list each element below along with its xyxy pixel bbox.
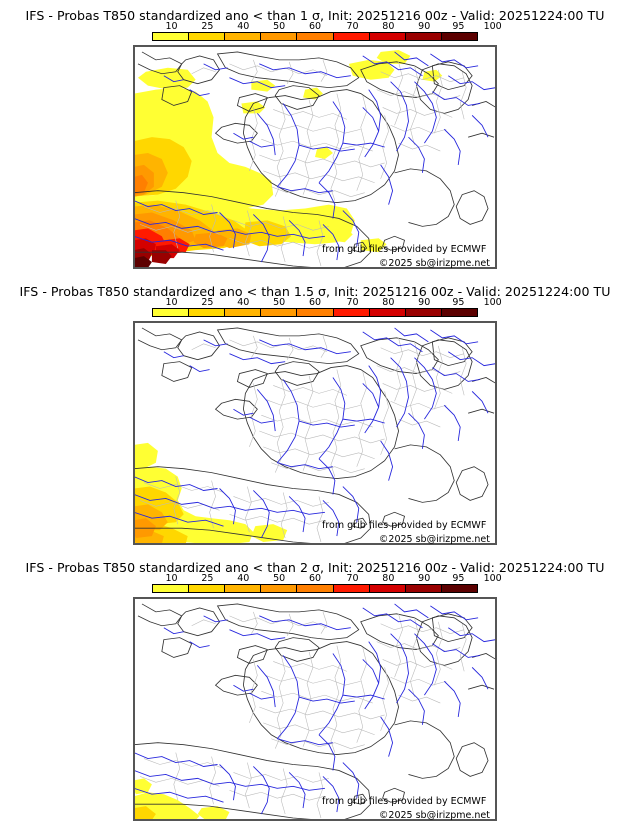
admin-boundaries [139,335,467,543]
map-frame-3[interactable]: from grib files provided by ECMWF ©2025 … [133,597,497,821]
cbar-tick-80: 80 [382,573,395,584]
colorbar-ticks-1: 10 25 40 50 60 70 80 90 95 100 [152,21,502,32]
cbar-tick-40: 40 [237,21,250,32]
cbar-band-10-25 [153,309,190,316]
cbar-tick-25: 25 [201,21,214,32]
cbar-tick-40: 40 [237,297,250,308]
panel-title-2: IFS - Probas T850 standardized ano < tha… [19,284,611,299]
cbar-tick-25: 25 [201,297,214,308]
cbar-band-95-100 [441,585,477,592]
cbar-tick-50: 50 [273,21,286,32]
rivers [134,51,496,263]
probability-shading-2 [134,442,288,544]
cbar-band-95-100 [441,33,477,40]
cbar-band-90-95 [405,33,442,40]
cbar-tick-10: 10 [165,21,178,32]
colorbar-2: 10 25 40 50 60 70 80 90 95 100 [152,297,502,317]
cbar-tick-80: 80 [382,21,395,32]
cbar-tick-70: 70 [346,573,359,584]
probability-panel-3: IFS - Probas T850 standardized ano < tha… [0,552,630,828]
cbar-tick-90: 90 [418,573,431,584]
cbar-band-90-95 [405,309,442,316]
probability-shading-1 [134,49,443,268]
cbar-band-10-25 [153,585,190,592]
cbar-tick-95: 95 [452,297,465,308]
cbar-band-80-90 [369,309,406,316]
rivers [134,603,496,815]
cbar-band-50-60 [261,33,298,40]
source-credit-1: from grib files provided by ECMWF [322,244,487,255]
colorbar-swatches-3 [152,584,478,593]
probability-panel-2: IFS - Probas T850 standardized ano < tha… [0,276,630,552]
cbar-tick-90: 90 [418,21,431,32]
cbar-tick-25: 25 [201,573,214,584]
cbar-band-90-95 [405,585,442,592]
cbar-band-60-70 [297,585,334,592]
cbar-tick-50: 50 [273,573,286,584]
cbar-tick-60: 60 [308,573,322,584]
cbar-tick-70: 70 [346,297,359,308]
cbar-tick-10: 10 [165,297,178,308]
map-frame-1[interactable]: from grib files provided by ECMWF ©2025 … [133,45,497,269]
probability-shading-3 [134,778,230,820]
cbar-tick-60: 60 [308,297,322,308]
cbar-band-95-100 [441,309,477,316]
cbar-tick-80: 80 [382,297,395,308]
rivers [134,327,496,539]
cbar-band-25-40 [189,585,226,592]
copyright-credit-2: ©2025 sb@irizpme.net [378,534,490,545]
colorbar-3: 10 25 40 50 60 70 80 90 95 100 [152,573,502,593]
cbar-tick-10: 10 [165,573,178,584]
panel-title-3: IFS - Probas T850 standardized ano < tha… [25,560,605,575]
map-frame-2[interactable]: from grib files provided by ECMWF ©2025 … [133,321,497,545]
colorbar-ticks-3: 10 25 40 50 60 70 80 90 95 100 [152,573,502,584]
panel-title-1: IFS - Probas T850 standardized ano < tha… [25,8,605,23]
colorbar-1: 10 25 40 50 60 70 80 90 95 100 [152,21,502,41]
cbar-band-60-70 [297,309,334,316]
cbar-band-40-50 [225,33,262,40]
copyright-credit-3: ©2025 sb@irizpme.net [378,810,490,821]
cbar-band-25-40 [189,309,226,316]
cbar-band-50-60 [261,309,298,316]
cbar-band-40-50 [225,585,262,592]
cbar-tick-100: 100 [483,297,502,308]
cbar-tick-90: 90 [418,297,431,308]
admin-boundaries [139,59,467,267]
colorbar-swatches-2 [152,308,478,317]
copyright-credit-1: ©2025 sb@irizpme.net [378,258,490,269]
cbar-band-50-60 [261,585,298,592]
cbar-band-60-70 [297,33,334,40]
cbar-tick-100: 100 [483,21,502,32]
cbar-band-70-80 [333,585,370,592]
cbar-band-25-40 [189,33,226,40]
cbar-band-40-50 [225,309,262,316]
cbar-tick-100: 100 [483,573,502,584]
colorbar-swatches-1 [152,32,478,41]
cbar-band-80-90 [369,33,406,40]
cbar-band-10-25 [153,33,190,40]
cbar-tick-60: 60 [308,21,322,32]
probability-panel-1: IFS - Probas T850 standardized ano < tha… [0,0,630,276]
cbar-tick-70: 70 [346,21,359,32]
cbar-band-70-80 [333,33,370,40]
cbar-band-80-90 [369,585,406,592]
colorbar-ticks-2: 10 25 40 50 60 70 80 90 95 100 [152,297,502,308]
cbar-tick-95: 95 [452,21,465,32]
source-credit-2: from grib files provided by ECMWF [322,520,487,531]
source-credit-3: from grib files provided by ECMWF [322,796,487,807]
cbar-tick-95: 95 [452,573,465,584]
cbar-tick-50: 50 [273,297,286,308]
cbar-tick-40: 40 [237,573,250,584]
cbar-band-70-80 [333,309,370,316]
